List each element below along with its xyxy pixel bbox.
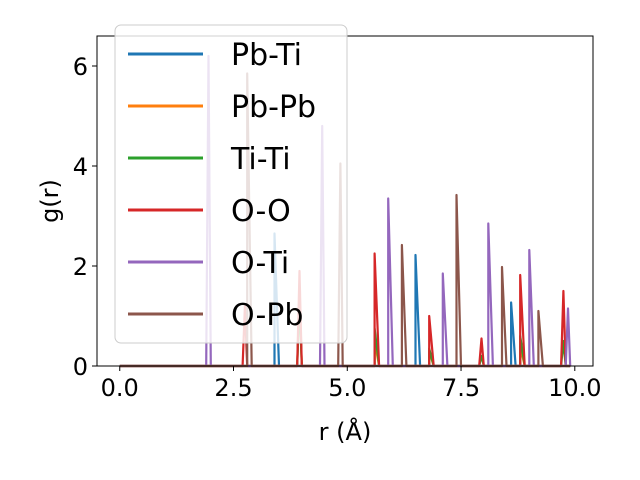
x-tick-label: 2.5: [214, 374, 252, 402]
legend: Pb-Ti Pb-Pb Ti-Ti O-O O-Ti O-Pb: [114, 24, 348, 344]
legend-label: Pb-Pb: [231, 90, 316, 125]
y-axis: 0 2 4 6: [73, 53, 97, 381]
x-axis-label: r (Å): [319, 417, 372, 446]
x-axis: 0.0 2.5 5.0 7.5 10.0: [101, 366, 602, 402]
x-tick-label: 0.0: [101, 374, 139, 402]
y-tick-label: 4: [73, 153, 88, 181]
legend-label: Pb-Ti: [231, 38, 302, 73]
y-tick-label: 6: [73, 53, 88, 81]
x-tick-label: 10.0: [548, 374, 601, 402]
legend-label: O-Ti: [231, 246, 289, 281]
y-axis-label: g(r): [36, 179, 64, 223]
legend-label: O-Pb: [231, 298, 303, 333]
legend-label: O-O: [231, 194, 291, 229]
x-tick-label: 7.5: [442, 374, 480, 402]
y-tick-label: 2: [73, 253, 88, 281]
y-tick-label: 0: [73, 353, 88, 381]
x-tick-label: 5.0: [328, 374, 366, 402]
legend-label: Ti-Ti: [230, 142, 291, 177]
